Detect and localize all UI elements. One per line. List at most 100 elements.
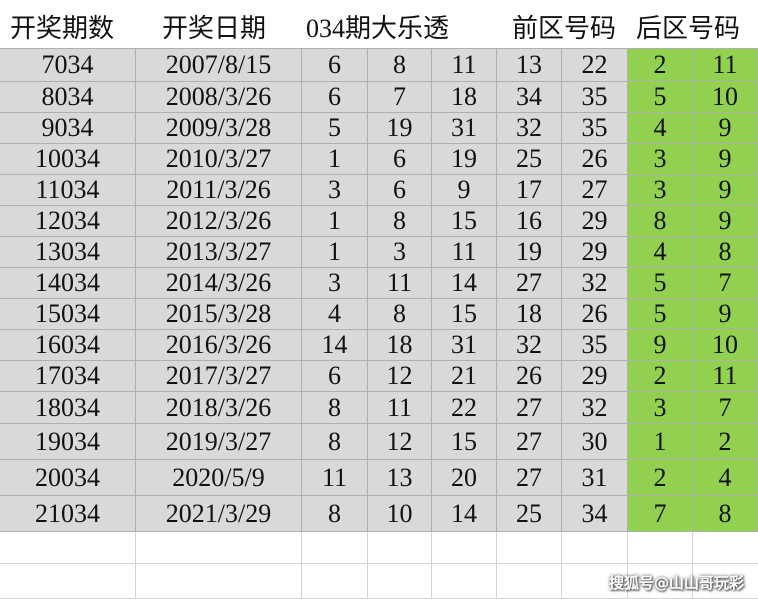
back-number-cell: 1: [628, 424, 693, 460]
front-number-cell: 35: [562, 113, 628, 144]
back-number-cell: 2: [693, 424, 758, 460]
date-cell: 2007/8/15: [136, 48, 302, 82]
front-number-cell: 31: [432, 113, 497, 144]
back-number-cell: 4: [628, 113, 693, 144]
front-number-cell: 15: [432, 299, 497, 330]
back-number-cell: 2: [628, 48, 693, 82]
front-number-cell: 34: [497, 82, 562, 113]
grid-line: [692, 532, 693, 599]
front-number-cell: 35: [562, 82, 628, 113]
front-number-cell: 9: [432, 175, 497, 206]
front-number-cell: 27: [497, 392, 562, 424]
front-number-cell: 5: [302, 113, 368, 144]
front-number-cell: 8: [302, 392, 368, 424]
back-number-cell: 2: [628, 460, 693, 496]
period-cell: 8034: [0, 82, 136, 113]
front-number-cell: 31: [562, 460, 628, 496]
date-cell: 2018/3/26: [136, 392, 302, 424]
date-cell: 2010/3/27: [136, 144, 302, 175]
back-number-cell: 8: [693, 237, 758, 268]
back-number-cell: 7: [693, 268, 758, 299]
front-number-cell: 8: [368, 48, 432, 82]
front-number-cell: 26: [562, 144, 628, 175]
back-number-cell: 10: [693, 82, 758, 113]
front-number-cell: 6: [302, 361, 368, 392]
grid-line: [301, 532, 302, 599]
back-number-cell: 11: [693, 361, 758, 392]
period-cell: 9034: [0, 113, 136, 144]
front-number-cell: 18: [432, 82, 497, 113]
period-cell: 17034: [0, 361, 136, 392]
date-cell: 2016/3/26: [136, 330, 302, 361]
front-number-cell: 8: [368, 299, 432, 330]
period-cell: 11034: [0, 175, 136, 206]
period-cell: 10034: [0, 144, 136, 175]
front-number-cell: 32: [497, 330, 562, 361]
front-number-cell: 27: [497, 268, 562, 299]
period-cell: 12034: [0, 206, 136, 237]
back-number-cell: 9: [693, 299, 758, 330]
date-cell: 2008/3/26: [136, 82, 302, 113]
front-number-cell: 11: [368, 268, 432, 299]
date-cell: 2020/5/9: [136, 460, 302, 496]
header-date: 开奖日期: [162, 14, 267, 43]
front-number-cell: 1: [302, 237, 368, 268]
front-number-cell: 32: [497, 113, 562, 144]
front-number-cell: 27: [497, 460, 562, 496]
back-number-cell: 5: [628, 268, 693, 299]
front-number-cell: 29: [562, 206, 628, 237]
back-number-cell: 9: [693, 113, 758, 144]
back-number-cell: 7: [693, 392, 758, 424]
grid-line: [627, 532, 628, 599]
front-number-cell: 6: [368, 144, 432, 175]
front-number-cell: 14: [302, 330, 368, 361]
front-number-cell: 29: [562, 237, 628, 268]
date-cell: 2014/3/26: [136, 268, 302, 299]
front-number-cell: 19: [497, 237, 562, 268]
front-number-cell: 11: [302, 460, 368, 496]
front-number-cell: 17: [497, 175, 562, 206]
front-number-cell: 11: [368, 392, 432, 424]
front-number-cell: 14: [432, 268, 497, 299]
front-number-cell: 32: [562, 392, 628, 424]
front-number-cell: 18: [368, 330, 432, 361]
back-number-cell: 3: [628, 144, 693, 175]
grid-line: [561, 532, 562, 599]
grid-line: [367, 532, 368, 599]
period-cell: 14034: [0, 268, 136, 299]
front-number-cell: 27: [497, 424, 562, 460]
front-number-cell: 10: [368, 496, 432, 532]
back-number-cell: 11: [693, 48, 758, 82]
period-cell: 16034: [0, 330, 136, 361]
front-number-cell: 8: [302, 424, 368, 460]
front-number-cell: 3: [302, 175, 368, 206]
front-number-cell: 31: [432, 330, 497, 361]
back-number-cell: 4: [628, 237, 693, 268]
back-number-cell: 5: [628, 82, 693, 113]
date-cell: 2017/3/27: [136, 361, 302, 392]
header-front: 前区号码: [512, 14, 617, 43]
front-number-cell: 22: [562, 48, 628, 82]
front-number-cell: 1: [302, 206, 368, 237]
back-number-cell: 10: [693, 330, 758, 361]
back-number-cell: 9: [628, 330, 693, 361]
date-cell: 2019/3/27: [136, 424, 302, 460]
back-number-cell: 4: [693, 460, 758, 496]
back-number-cell: 2: [628, 361, 693, 392]
header-back: 后区号码: [636, 14, 741, 43]
grid-line: [496, 532, 497, 599]
back-number-cell: 8: [693, 496, 758, 532]
period-cell: 18034: [0, 392, 136, 424]
period-cell: 15034: [0, 299, 136, 330]
front-number-cell: 25: [497, 144, 562, 175]
period-cell: 19034: [0, 424, 136, 460]
front-number-cell: 13: [368, 460, 432, 496]
front-number-cell: 35: [562, 330, 628, 361]
front-number-cell: 1: [302, 144, 368, 175]
front-number-cell: 3: [368, 237, 432, 268]
front-number-cell: 20: [432, 460, 497, 496]
back-number-cell: 8: [628, 206, 693, 237]
back-number-cell: 9: [693, 206, 758, 237]
front-number-cell: 30: [562, 424, 628, 460]
